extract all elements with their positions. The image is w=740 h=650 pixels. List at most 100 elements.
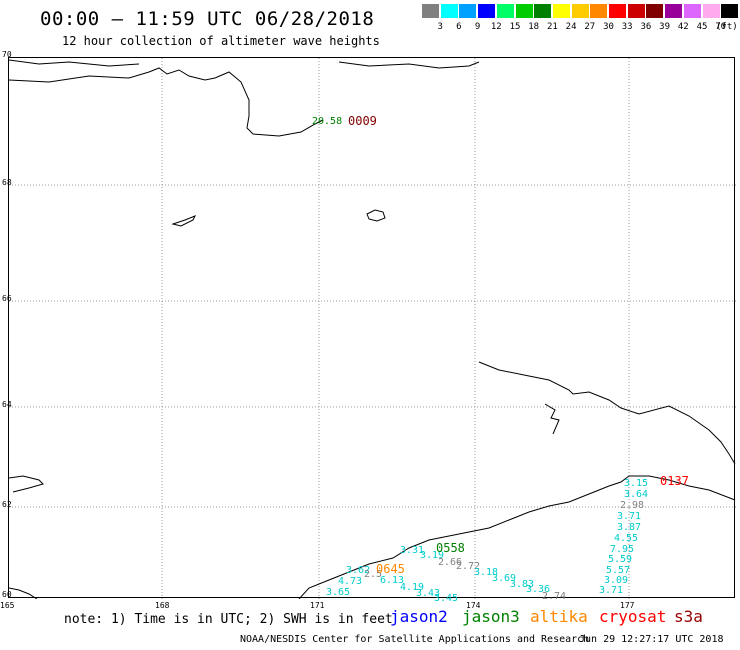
legend-swatch bbox=[721, 4, 739, 18]
legend-label: 36 bbox=[640, 22, 652, 32]
legend-swatch bbox=[496, 4, 514, 18]
graticule bbox=[9, 58, 736, 599]
wave-height-label: 3.18 bbox=[474, 567, 499, 578]
wave-height-label: 5.59 bbox=[608, 554, 633, 565]
siberian-coast bbox=[9, 59, 140, 67]
legend-swatch bbox=[422, 4, 439, 18]
wave-height-label: 3.31 bbox=[400, 545, 425, 556]
latitude-label: 64 bbox=[2, 400, 12, 409]
wave-height-label: 3.36 bbox=[526, 584, 551, 595]
credit-line: NOAA/NESDIS Center for Satellite Applica… bbox=[240, 634, 590, 645]
satellite-name-jason3: jason3 bbox=[462, 607, 520, 626]
longitude-label: 174 bbox=[466, 601, 481, 610]
map-area[interactable] bbox=[8, 57, 736, 599]
legend-label: 3 bbox=[437, 22, 443, 32]
wave-height-label: 3.69 bbox=[492, 573, 517, 584]
wave-height-label: 3.83 bbox=[510, 579, 535, 590]
wave-height-label: 3.62 bbox=[346, 565, 371, 576]
wave-height-label: 3.19 bbox=[420, 550, 445, 561]
arctic-coast bbox=[9, 67, 324, 137]
generated-timestamp: Jun 29 12:27:17 UTC 2018 bbox=[579, 634, 724, 645]
legend-swatch bbox=[683, 4, 701, 18]
legend-swatch bbox=[646, 4, 664, 18]
legend-label: 15 bbox=[509, 22, 521, 32]
coast-southwest bbox=[9, 587, 38, 599]
legend-swatch bbox=[609, 4, 626, 18]
wave-height-label: 2.98 bbox=[620, 500, 645, 511]
legend-swatch bbox=[534, 4, 552, 18]
wave-height-label: 6.13 bbox=[380, 575, 405, 586]
legend-label: 39 bbox=[659, 22, 671, 32]
legend-swatch bbox=[515, 4, 533, 18]
koryak-coast bbox=[298, 475, 736, 599]
longitude-label: 177 bbox=[620, 601, 635, 610]
legend-label: 12 bbox=[490, 22, 502, 32]
longitude-label: 171 bbox=[310, 601, 325, 610]
wave-height-label: 3.71 bbox=[599, 585, 624, 596]
wave-height-label: 4.73 bbox=[338, 576, 363, 587]
wave-height-label: 3.64 bbox=[624, 489, 649, 500]
longitude-label: 168 bbox=[155, 601, 170, 610]
satellite-name-altika: altika bbox=[530, 607, 588, 626]
legend-label: 27 bbox=[584, 22, 596, 32]
wave-height-label: 3.71 bbox=[617, 511, 642, 522]
pass-time-label: 0645 bbox=[376, 562, 405, 576]
legend-swatch bbox=[459, 4, 477, 18]
wave-height-label: 4.55 bbox=[614, 533, 639, 544]
wave-height-label: 3.45 bbox=[434, 593, 459, 604]
inlet bbox=[544, 403, 560, 435]
latitude-label: 66 bbox=[2, 294, 12, 303]
satellite-name-cryosat: cryosat bbox=[599, 607, 667, 626]
legend-label: 24 bbox=[565, 22, 577, 32]
legend-label: 45 bbox=[696, 22, 708, 32]
legend-swatch bbox=[571, 4, 589, 18]
wave-height-label: 2.5 bbox=[364, 569, 383, 580]
legend-label: 9 bbox=[474, 22, 481, 32]
map-canvas bbox=[9, 58, 736, 599]
wave-height-label: 7.95 bbox=[610, 544, 635, 555]
wave-height-label: 5.57 bbox=[606, 565, 631, 576]
legend-unit: (ft) bbox=[716, 22, 738, 32]
legend-swatch bbox=[552, 4, 570, 18]
kamchatka-north bbox=[478, 361, 736, 465]
wave-height-label: 2.66 bbox=[438, 557, 463, 568]
latitude-label: 70 bbox=[2, 50, 12, 59]
latitude-label: 62 bbox=[2, 500, 12, 509]
map-title: 00:00 – 11:59 UTC 06/28/2018 bbox=[40, 8, 375, 30]
coastline bbox=[9, 59, 736, 599]
pass-time-label: 0137 bbox=[660, 474, 689, 488]
satellite-name-jason2: jason2 bbox=[390, 607, 448, 626]
legend-label: 42 bbox=[677, 22, 689, 32]
wave-height-label: 3.87 bbox=[617, 522, 642, 533]
legend-label: 30 bbox=[603, 22, 614, 32]
legend-label: 6 bbox=[456, 22, 462, 32]
wave-height-label: 2.74 bbox=[542, 591, 567, 602]
map-subtitle: 12 hour collection of altimeter wave hei… bbox=[62, 34, 380, 48]
satellite-name-s3a: s3a bbox=[674, 607, 703, 626]
legend-label: 33 bbox=[621, 22, 633, 32]
island bbox=[366, 209, 386, 222]
pass-time-label: 0558 bbox=[436, 541, 465, 555]
wave-height-label: 2.72 bbox=[456, 561, 481, 572]
wave-height-label: 4.19 bbox=[400, 582, 425, 593]
legend-swatch bbox=[478, 4, 496, 18]
legend-label: 21 bbox=[546, 22, 558, 32]
legend-swatch bbox=[665, 4, 683, 18]
latitude-label: 68 bbox=[2, 178, 12, 187]
pass-time-label: 0009 bbox=[348, 114, 377, 128]
legend-swatch bbox=[627, 4, 645, 18]
wave-height-label: 3.15 bbox=[624, 478, 649, 489]
small-island bbox=[171, 215, 197, 227]
legend-label: 70 bbox=[715, 22, 727, 32]
wave-height-label: 3.09 bbox=[604, 575, 629, 586]
longitude-label: 165 bbox=[0, 601, 15, 610]
legend-swatch bbox=[590, 4, 608, 18]
legend-label: 18 bbox=[528, 22, 540, 32]
wave-height-label: 20.58 bbox=[312, 116, 343, 127]
wave-height-label: 3.65 bbox=[326, 587, 351, 598]
legend-swatch bbox=[440, 4, 458, 18]
coast-west bbox=[9, 475, 44, 493]
latitude-label: 60 bbox=[2, 590, 12, 599]
footer-note: note: 1) Time is in UTC; 2) SWH is in fe… bbox=[64, 612, 393, 627]
legend-swatch bbox=[702, 4, 720, 18]
